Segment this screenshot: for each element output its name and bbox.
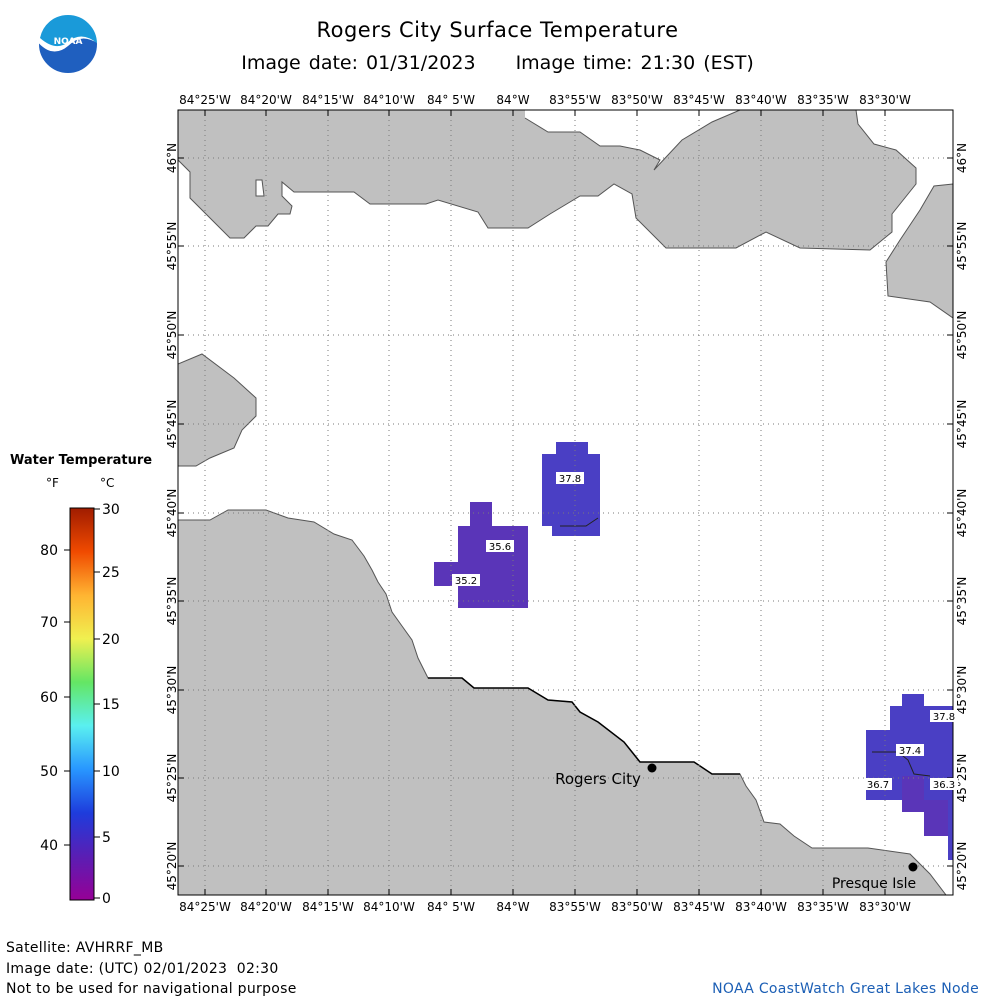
image-date-time: Image date: 01/31/2023 Image time: 21:30 … xyxy=(0,52,995,74)
temp-label-box xyxy=(864,778,892,790)
graticule xyxy=(178,110,953,895)
legend-c-tick: 10 xyxy=(102,764,120,780)
temp-label-box xyxy=(930,710,958,722)
lat-label-left: 45°20'N xyxy=(165,842,179,891)
lat-label-left: 45°45'N xyxy=(165,400,179,449)
lat-label-right: 45°20'N xyxy=(955,842,969,891)
temp-label: 37.4 xyxy=(899,746,921,757)
lon-label-bottom: 83°55'W xyxy=(549,900,601,914)
legend-c-tick: 0 xyxy=(102,891,111,907)
lat-label-right: 45°35'N xyxy=(955,577,969,626)
legend-c-tick: 5 xyxy=(102,830,111,846)
temp-label-box xyxy=(896,744,924,756)
temp-label: 36.3 xyxy=(933,780,955,791)
rogers-city-marker xyxy=(647,763,657,773)
lat-label-left: 45°35'N xyxy=(165,577,179,626)
lat-label-left: 45°55'N xyxy=(165,222,179,271)
temp-label: 37.8 xyxy=(559,474,581,485)
lat-label-right: 45°55'N xyxy=(955,222,969,271)
credit: NOAA CoastWatch Great Lakes Node xyxy=(712,981,979,997)
lon-label-bottom: 84°10'W xyxy=(363,900,415,914)
disclaimer: Not to be used for navigational purpose xyxy=(6,981,297,997)
temp-label-box xyxy=(486,540,514,552)
legend-unit-f: °F xyxy=(46,476,59,490)
legend-f-tick: 40 xyxy=(40,838,58,854)
lat-label-right: 45°25'N xyxy=(955,754,969,803)
lon-label-top: 83°40'W xyxy=(735,93,787,107)
legend-c-tick: 15 xyxy=(102,697,120,713)
noaa-logo: NOAA xyxy=(37,13,99,75)
lon-label-bottom: 84°15'W xyxy=(302,900,354,914)
lat-label-left: 45°25'N xyxy=(165,754,179,803)
lon-label-top: 84°25'W xyxy=(179,93,231,107)
temp-label: 37.8 xyxy=(933,712,955,723)
temp-label: 35.2 xyxy=(455,576,477,587)
lat-label-left: 46°N xyxy=(165,143,179,173)
lon-label-bottom: 83°35'W xyxy=(797,900,849,914)
legend-c-tick: 25 xyxy=(102,565,120,581)
land-upper-peninsula xyxy=(178,110,917,251)
map-title: Rogers City Surface Temperature xyxy=(316,18,679,42)
legend-f-tick: 70 xyxy=(40,615,58,631)
lat-label-right: 45°30'N xyxy=(955,666,969,715)
lon-label-bottom: 84°20'W xyxy=(240,900,292,914)
lat-label-right: 45°45'N xyxy=(955,400,969,449)
legend-c-tick: 20 xyxy=(102,632,120,648)
lon-label-bottom: 84°W xyxy=(496,900,529,914)
legend-unit-c: °C xyxy=(100,476,115,490)
lon-label-top: 84°10'W xyxy=(363,93,415,107)
lat-label-left: 45°50'N xyxy=(165,311,179,360)
legend-f-tick: 50 xyxy=(40,764,58,780)
lat-label-left: 45°40'N xyxy=(165,489,179,538)
lat-label-right: 45°50'N xyxy=(955,311,969,360)
map-frame xyxy=(177,109,954,896)
satellite-name: Satellite: AVHRRF_MB xyxy=(6,940,164,956)
lon-label-top: 84°15'W xyxy=(302,93,354,107)
lon-label-top: 84° 5'W xyxy=(427,93,475,107)
lon-label-bottom: 84° 5'W xyxy=(427,900,475,914)
place-presque-isle: Presque Isle xyxy=(832,876,916,892)
temp-label: 35.6 xyxy=(489,542,511,553)
lon-label-top: 84°W xyxy=(496,93,529,107)
image-date: Image date: 01/31/2023 xyxy=(241,52,476,74)
lon-label-top: 83°50'W xyxy=(611,93,663,107)
temp-label-box xyxy=(556,472,584,484)
temp-label: 36.7 xyxy=(867,780,889,791)
utc-image-date: Image date: (UTC) 02/01/2023 02:30 xyxy=(6,961,279,977)
temp-label-box xyxy=(930,778,958,790)
lon-label-top: 83°55'W xyxy=(549,93,601,107)
lon-label-top: 83°30'W xyxy=(859,93,911,107)
land-drummond xyxy=(885,183,953,319)
lon-label-top: 83°35'W xyxy=(797,93,849,107)
temp-patch-a xyxy=(542,442,600,536)
lon-label-bottom: 83°40'W xyxy=(735,900,787,914)
place-rogers-city: Rogers City xyxy=(555,770,641,788)
legend-f-tick: 80 xyxy=(40,543,58,559)
lat-label-left: 45°30'N xyxy=(165,666,179,715)
lon-label-top: 84°20'W xyxy=(240,93,292,107)
legend-f-tick: 60 xyxy=(40,690,58,706)
lon-label-bottom: 83°30'W xyxy=(859,900,911,914)
lon-label-top: 83°45'W xyxy=(673,93,725,107)
lon-label-bottom: 83°45'W xyxy=(673,900,725,914)
lat-label-right: 46°N xyxy=(955,143,969,173)
temp-label-box xyxy=(452,574,480,586)
image-time: Image time: 21:30 (EST) xyxy=(515,52,754,74)
legend-title: Water Temperature xyxy=(10,453,153,468)
presque-isle-marker xyxy=(908,862,918,872)
lon-label-bottom: 84°25'W xyxy=(179,900,231,914)
legend-c-tick: 30 xyxy=(102,502,120,518)
land-west-peninsula xyxy=(178,353,257,467)
logo-text: NOAA xyxy=(54,37,83,47)
lon-label-bottom: 83°50'W xyxy=(611,900,663,914)
lat-label-right: 45°40'N xyxy=(955,489,969,538)
